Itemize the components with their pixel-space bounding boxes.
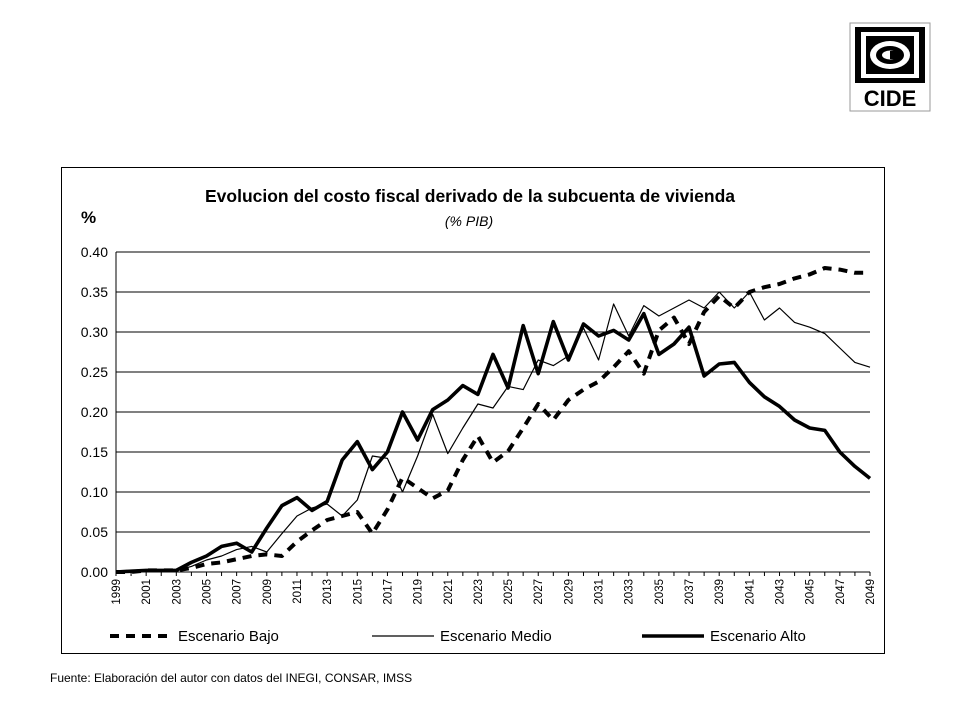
series-line-thick — [115, 311, 872, 574]
x-tick-label: 2019 — [413, 579, 425, 605]
chart-title: Evolucion del costo fiscal derivado de l… — [205, 186, 735, 206]
x-tick-label: 2047 — [835, 579, 847, 605]
cide-logo-text: CIDE — [864, 86, 917, 111]
legend-label: Escenario Bajo — [178, 628, 279, 645]
chart-frame: Evolucion del costo fiscal derivado de l… — [61, 167, 885, 654]
y-tick-label: 0.40 — [81, 244, 108, 260]
series-line-thin — [116, 291, 871, 573]
x-tick-label: 2013 — [322, 579, 334, 605]
x-tick-label: 2005 — [201, 579, 213, 605]
x-tick-label: 2029 — [563, 579, 575, 605]
x-tick-label: 1999 — [111, 579, 123, 605]
x-tick-label: 2003 — [171, 579, 183, 605]
y-tick-label: 0.10 — [81, 484, 108, 500]
y-tick-label: 0.15 — [81, 444, 108, 460]
legend-label: Escenario Alto — [710, 628, 806, 645]
x-tick-label: 2049 — [865, 579, 877, 605]
y-tick-label: 0.00 — [81, 564, 108, 580]
x-tick-label: 2027 — [533, 579, 545, 605]
chart: Evolucion del costo fiscal derivado de l… — [81, 186, 877, 645]
y-tick-label: 0.25 — [81, 364, 108, 380]
x-tick-label: 2041 — [744, 579, 756, 605]
source-note: Fuente: Elaboración del autor con datos … — [50, 671, 413, 685]
x-tick-label: 2009 — [262, 579, 274, 605]
x-tick-label: 2023 — [473, 579, 485, 605]
x-tick-label: 2017 — [382, 579, 394, 605]
y-tick-label: 0.20 — [81, 404, 108, 420]
cide-logo: CIDE — [849, 22, 931, 112]
x-tick-label: 2037 — [684, 579, 696, 605]
cide-logo-icon: CIDE — [849, 22, 931, 112]
legend-label: Escenario Medio — [440, 628, 552, 645]
y-tick-label: 0.30 — [81, 324, 108, 340]
x-tick-label: 2045 — [805, 579, 817, 605]
x-tick-label: 2001 — [141, 579, 153, 605]
x-tick-label: 2011 — [292, 579, 304, 604]
x-tick-label: 2015 — [352, 579, 364, 605]
y-axis-label: % — [81, 208, 96, 227]
series-line-dashed — [116, 266, 870, 574]
x-tick-label: 2035 — [654, 579, 666, 605]
x-tick-label: 2031 — [594, 579, 606, 605]
x-tick-label: 2025 — [503, 579, 515, 605]
x-tick-label: 2021 — [443, 579, 455, 605]
x-tick-label: 2039 — [714, 579, 726, 605]
chart-subtitle: (% PIB) — [445, 213, 493, 229]
x-tick-label: 2007 — [232, 579, 244, 605]
x-tick-label: 2043 — [775, 579, 787, 605]
y-tick-label: 0.05 — [81, 524, 108, 540]
y-tick-label: 0.35 — [81, 284, 108, 300]
x-tick-label: 2033 — [624, 579, 636, 605]
